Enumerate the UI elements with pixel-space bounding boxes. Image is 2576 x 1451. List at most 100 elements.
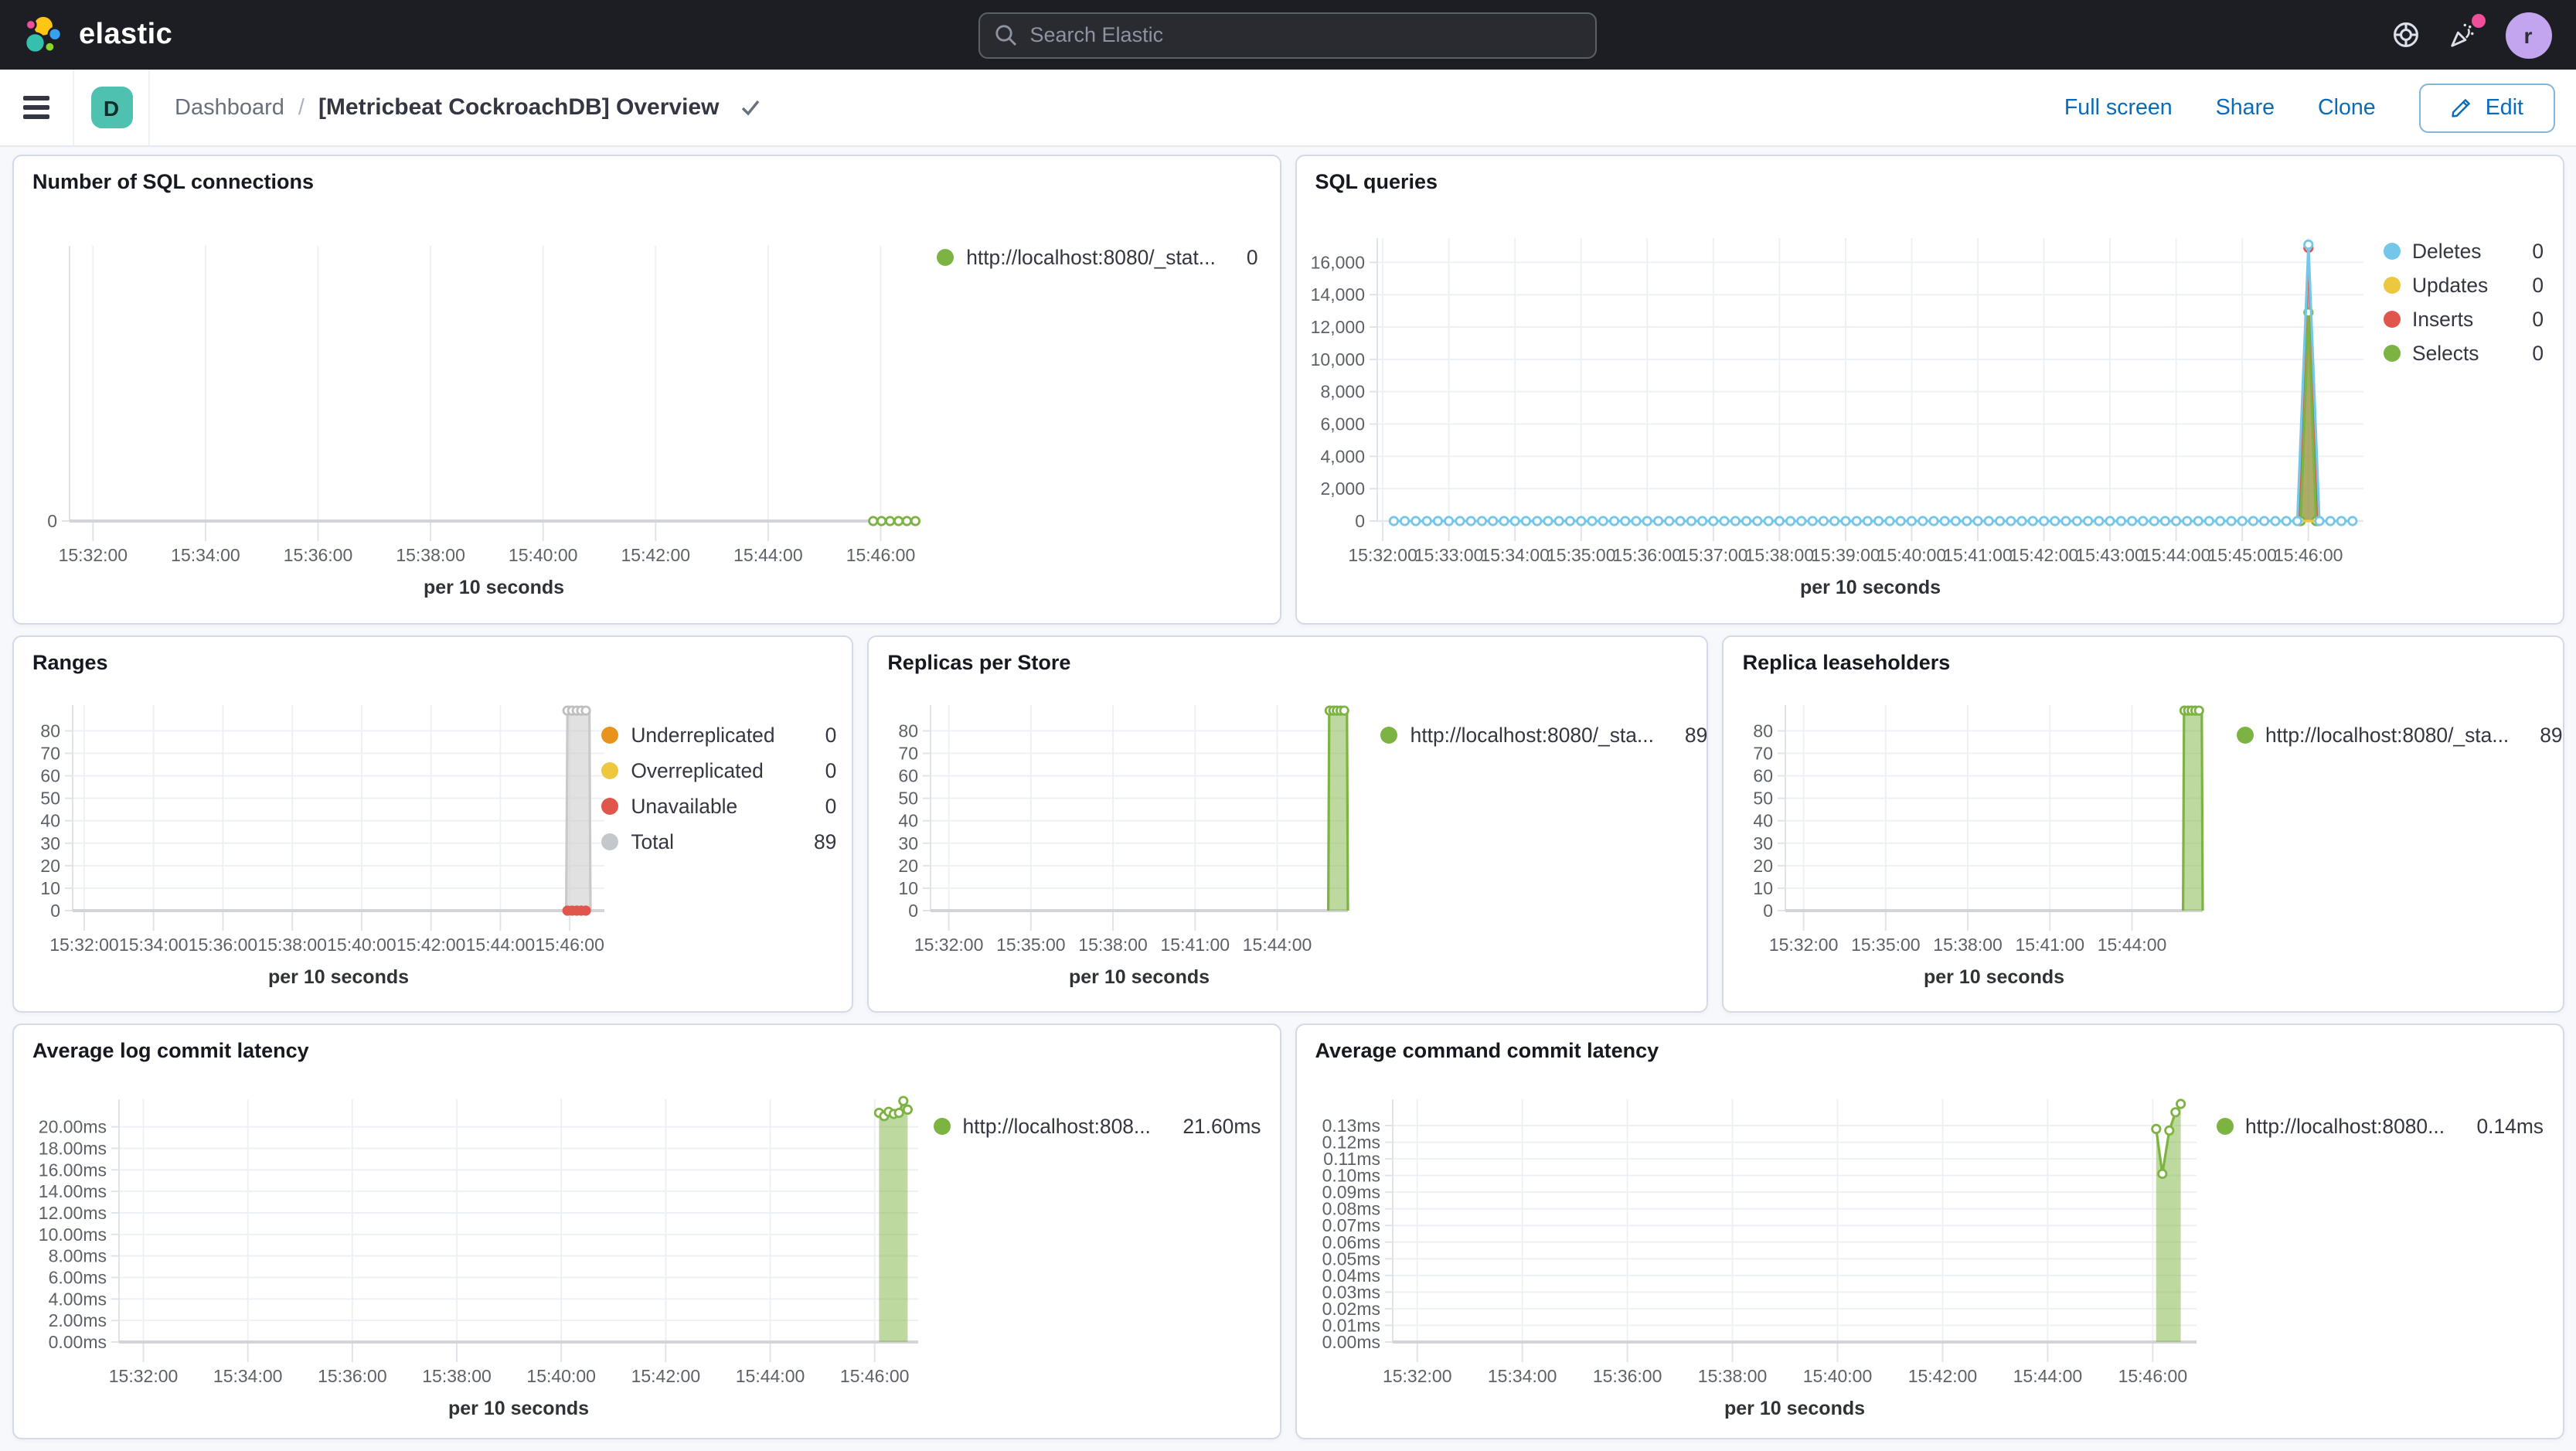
svg-text:15:42:00: 15:42:00 (396, 935, 466, 955)
svg-text:0.00ms: 0.00ms (1322, 1332, 1380, 1352)
svg-text:15:34:00: 15:34:00 (1480, 545, 1550, 565)
legend-dot (2383, 311, 2400, 328)
svg-text:0: 0 (909, 901, 919, 921)
nav-menu-button[interactable] (0, 70, 74, 145)
svg-text:15:37:00: 15:37:00 (1679, 545, 1748, 565)
title-check-icon[interactable] (739, 96, 762, 119)
svg-text:15:36:00: 15:36:00 (1612, 545, 1682, 565)
svg-text:0: 0 (50, 901, 60, 921)
svg-text:6.00ms: 6.00ms (49, 1267, 107, 1287)
log-commit-latency-chart[interactable]: 15:32:00 15:34:00 15:36:00 15:38:00 15:40:00… (14, 1025, 1281, 1439)
replicas-per-store-chart[interactable]: 15:32:00 15:35:00 15:38:00 15:41:00 15:44:00… (869, 637, 1708, 1013)
share-button[interactable]: Share (2215, 95, 2275, 120)
svg-text:15:44:00: 15:44:00 (2098, 935, 2167, 955)
svg-text:4.00ms: 4.00ms (49, 1289, 107, 1309)
life-ring-icon (2393, 22, 2418, 47)
svg-text:0.01ms: 0.01ms (1322, 1315, 1380, 1335)
panel-average-log-commit-latency: Average log commit latency 15:32:00 15:34… (12, 1024, 1281, 1439)
legend-dot (601, 833, 619, 850)
space-selector[interactable]: D (74, 70, 150, 145)
svg-text:15:32:00: 15:32:00 (1382, 1366, 1451, 1386)
legend-item[interactable]: Deletes 0 (2383, 240, 2544, 263)
panel-title: Number of SQL connections (32, 170, 315, 193)
svg-text:per 10 seconds: per 10 seconds (1799, 577, 1940, 598)
svg-text:per 10 seconds: per 10 seconds (448, 1398, 589, 1419)
svg-text:50: 50 (40, 789, 60, 809)
legend-item[interactable]: Inserts 0 (2383, 308, 2544, 331)
legend: http://localhost:808... 21.60ms (933, 1115, 1261, 1138)
legend-item[interactable]: Unavailable 0 (601, 795, 836, 818)
svg-text:15:46:00: 15:46:00 (535, 935, 604, 955)
legend-item[interactable]: http://localhost:8080/_sta... 89 (1380, 724, 1707, 747)
edit-button[interactable]: Edit (2418, 83, 2554, 132)
svg-text:15:32:00: 15:32:00 (1769, 935, 1839, 955)
panel-title: Average command commit latency (1315, 1039, 1659, 1062)
replica-leaseholders-chart[interactable]: 15:32:00 15:35:00 15:38:00 15:41:00 15:44:00… (1724, 637, 2564, 1013)
breadcrumb-dashboard-link[interactable]: Dashboard (175, 95, 284, 120)
svg-text:20.00ms: 20.00ms (39, 1117, 107, 1137)
svg-text:70: 70 (40, 744, 60, 764)
user-avatar[interactable]: r (2505, 12, 2551, 58)
search-input[interactable] (978, 12, 1598, 58)
dashboard-grid: Number of SQL connections 15:32:00 15:34:… (0, 147, 2576, 1439)
svg-text:15:42:00: 15:42:00 (631, 1366, 701, 1386)
svg-text:12,000: 12,000 (1310, 317, 1364, 337)
svg-text:0.04ms: 0.04ms (1322, 1265, 1380, 1286)
legend-item[interactable]: Total 89 (601, 830, 836, 853)
svg-text:15:32:00: 15:32:00 (109, 1366, 179, 1386)
svg-text:0: 0 (1355, 511, 1365, 531)
legend-item[interactable]: http://localhost:8080/_stat... 0 (937, 246, 1258, 269)
svg-text:60: 60 (40, 766, 60, 786)
full-screen-button[interactable]: Full screen (2064, 95, 2173, 120)
svg-text:6,000: 6,000 (1320, 414, 1365, 434)
clone-button[interactable]: Clone (2318, 95, 2376, 120)
legend-dot (601, 762, 619, 779)
svg-text:80: 80 (40, 720, 60, 741)
panel-replicas-per-store: Replicas per Store 15:32:00 15:35:00 15:38… (867, 635, 1709, 1013)
legend-item[interactable]: http://localhost:8080... 0.14ms (2216, 1115, 2544, 1138)
panel-title: Average log commit latency (32, 1039, 309, 1062)
legend-dot (601, 727, 619, 744)
header-actions: r (2391, 12, 2576, 58)
legend-item[interactable]: http://localhost:8080/_sta... 89 (2236, 724, 2562, 747)
newsfeed-button[interactable] (2448, 14, 2485, 49)
svg-text:15:46:00: 15:46:00 (2118, 1366, 2187, 1386)
elastic-logo[interactable]: elastic (0, 13, 172, 56)
panel-average-command-commit-latency: Average command commit latency 15:32:00 1… (1295, 1024, 2564, 1439)
legend-dot (2236, 727, 2253, 744)
edit-button-label: Edit (2485, 95, 2523, 120)
svg-text:16,000: 16,000 (1310, 252, 1364, 272)
legend-item[interactable]: http://localhost:808... 21.60ms (933, 1115, 1261, 1138)
svg-text:15:44:00: 15:44:00 (733, 545, 803, 565)
svg-text:10: 10 (899, 878, 919, 898)
svg-text:15:46:00: 15:46:00 (840, 1366, 910, 1386)
panel-sql-queries: SQL queries 15:32:00 15:33:00 15:34:00 15:3… (1295, 155, 2564, 625)
panel-ranges: Ranges 15:32:00 15:34:00 15:36:00 15:38:00 1… (12, 635, 854, 1013)
svg-text:15:32:00: 15:32:00 (914, 935, 984, 955)
svg-text:0.00ms: 0.00ms (49, 1332, 107, 1352)
legend-item[interactable]: Overreplicated 0 (601, 759, 836, 782)
svg-text:15:35:00: 15:35:00 (1852, 935, 1921, 955)
svg-text:80: 80 (1754, 720, 1774, 741)
svg-text:2.00ms: 2.00ms (49, 1310, 107, 1330)
svg-text:8.00ms: 8.00ms (49, 1246, 107, 1266)
legend-item[interactable]: Underreplicated 0 (601, 724, 836, 747)
svg-text:30: 30 (899, 833, 919, 853)
legend-item[interactable]: Selects 0 (2383, 342, 2544, 365)
svg-text:2,000: 2,000 (1320, 479, 1365, 499)
svg-text:14.00ms: 14.00ms (39, 1181, 107, 1201)
sql-connections-chart[interactable]: 15:32:00 15:34:00 15:36:00 15:38:00 15:40:00… (14, 156, 1281, 625)
sql-queries-chart[interactable]: 15:32:0015:33:0015:34:0015:35:0015:36:00… (1297, 156, 2564, 625)
command-commit-latency-chart[interactable]: 15:32:00 15:34:00 15:36:00 15:38:00 15:40:00… (1297, 1025, 2564, 1439)
svg-text:15:44:00: 15:44:00 (2013, 1366, 2082, 1386)
svg-text:15:44:00: 15:44:00 (2141, 545, 2210, 565)
legend: http://localhost:8080/_sta... 89 (2236, 724, 2562, 747)
svg-text:0: 0 (47, 511, 57, 531)
svg-text:15:42:00: 15:42:00 (621, 545, 691, 565)
svg-text:15:38:00: 15:38:00 (257, 935, 327, 955)
help-button[interactable] (2391, 20, 2420, 49)
svg-text:15:41:00: 15:41:00 (2016, 935, 2085, 955)
ranges-chart[interactable]: 15:32:00 15:34:00 15:36:00 15:38:00 15:40:00… (14, 637, 853, 1013)
legend-item[interactable]: Updates 0 (2383, 274, 2544, 297)
legend-dot (601, 798, 619, 815)
